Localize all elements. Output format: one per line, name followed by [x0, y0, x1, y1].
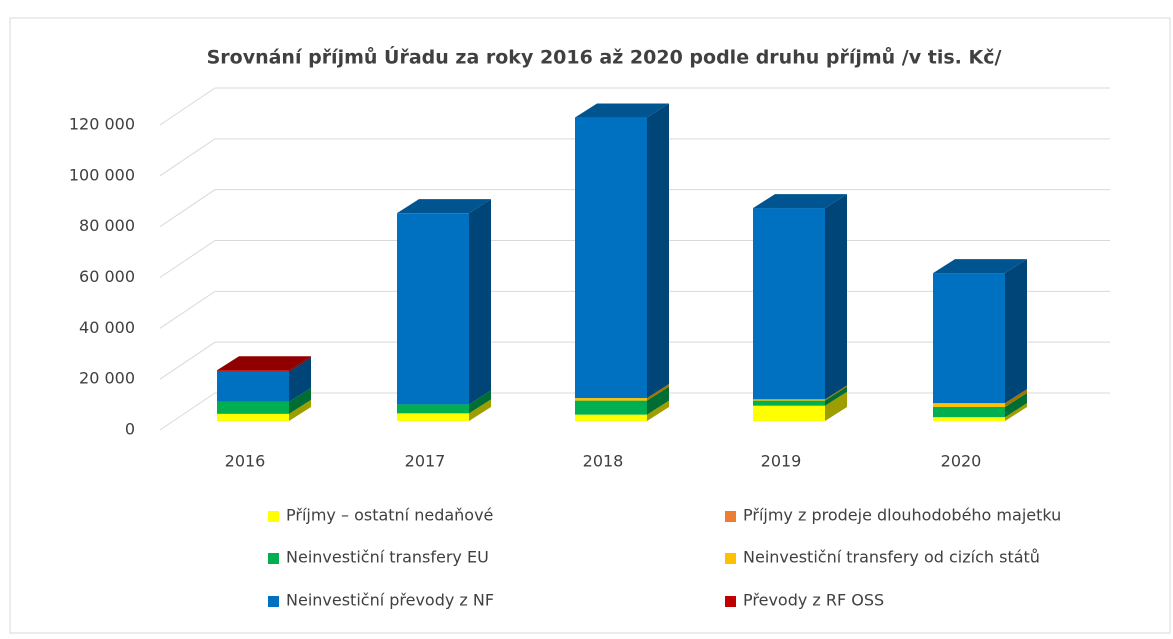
bar — [933, 406, 1005, 418]
bar-side — [469, 199, 491, 405]
grid-line — [159, 138, 1110, 177]
x-tick-label: 2017 — [405, 452, 446, 471]
bar-top — [575, 103, 669, 118]
bar-side — [289, 357, 311, 402]
legend-label: Příjmy z prodeje dlouhodobého majetku — [743, 506, 1061, 525]
bar — [397, 404, 469, 414]
bar — [217, 413, 289, 421]
bar — [575, 400, 647, 415]
y-tick-label: 60 000 — [79, 267, 135, 286]
bar-top — [217, 356, 311, 371]
bar — [933, 403, 1005, 407]
y-tick-label: 0 — [125, 420, 135, 439]
bar — [753, 208, 825, 400]
y-tick-label: 100 000 — [69, 165, 135, 184]
y-tick-label: 20 000 — [79, 369, 135, 388]
x-tick-label: 2019 — [761, 452, 802, 471]
bar — [933, 273, 1005, 404]
bar-side — [825, 386, 847, 406]
bar-side — [647, 384, 669, 401]
bar-side — [289, 399, 311, 421]
bar-side — [1005, 392, 1027, 418]
bar-side — [289, 356, 311, 372]
bar — [397, 213, 469, 405]
bar — [217, 370, 289, 372]
bar — [753, 400, 825, 406]
bar — [575, 414, 647, 421]
chart-title: Srovnání příjmů Úřadu za roky 2016 až 20… — [207, 45, 1002, 69]
bar-side — [1005, 389, 1027, 407]
y-tick-label: 120 000 — [69, 115, 135, 134]
bar-top — [753, 194, 847, 209]
legend-label: Neinvestiční transfery od cizích států — [743, 548, 1040, 567]
bar-side — [469, 399, 491, 421]
legend-swatch — [725, 511, 736, 522]
y-tick-label: 40 000 — [79, 318, 135, 337]
grid-line — [159, 87, 1110, 126]
legend-label: Převody z RF OSS — [743, 591, 884, 610]
bar — [575, 117, 647, 399]
bar-side — [647, 103, 669, 399]
bar — [575, 398, 647, 401]
legend-swatch — [268, 553, 279, 564]
bar-side — [647, 400, 669, 421]
legend-label: Příjmy – ostatní nedaňové — [286, 506, 493, 525]
bar — [753, 399, 825, 401]
bar-side — [825, 385, 847, 401]
bar — [397, 413, 469, 421]
bar — [217, 401, 289, 414]
legend-label: Neinvestiční transfery EU — [286, 548, 489, 567]
bar-side — [825, 194, 847, 400]
bar-side — [647, 386, 669, 415]
legend-label: Neinvestiční převody z NF — [286, 591, 494, 610]
legend-swatch — [268, 511, 279, 522]
bar-top — [397, 199, 491, 214]
legend-swatch — [725, 596, 736, 607]
bar-side — [1005, 259, 1027, 404]
bar — [217, 371, 289, 402]
legend-swatch — [725, 553, 736, 564]
bar-side — [469, 390, 491, 414]
x-tick-label: 2018 — [583, 452, 624, 471]
bar — [933, 417, 1005, 421]
x-tick-label: 2016 — [225, 452, 266, 471]
bar-side — [825, 391, 847, 421]
bar-side — [289, 387, 311, 414]
x-tick-label: 2020 — [941, 452, 982, 471]
bar-side — [1005, 403, 1027, 421]
y-tick-label: 80 000 — [79, 216, 135, 235]
legend-swatch — [268, 596, 279, 607]
bar-top — [933, 259, 1027, 274]
bar — [753, 405, 825, 421]
grid-line — [159, 189, 1110, 228]
